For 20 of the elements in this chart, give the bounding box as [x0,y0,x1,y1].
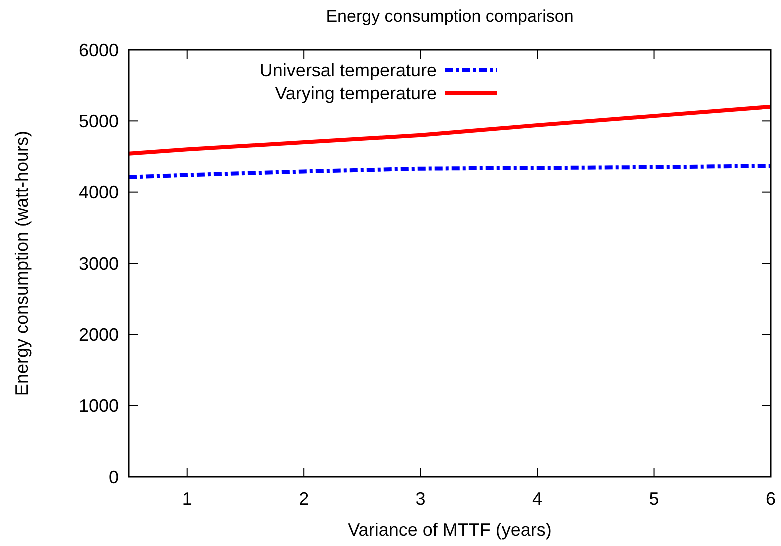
x-tick-label: 3 [416,489,426,509]
x-tick-label: 6 [766,489,776,509]
y-axis-title: Energy consumption (watt-hours) [12,130,32,396]
x-axis-title: Variance of MTTF (years) [348,520,552,540]
y-tick-label: 4000 [78,182,119,203]
x-tick-label: 1 [182,489,192,509]
y-tick-label: 3000 [78,254,119,274]
line-series [127,164,773,180]
x-tick-label: 4 [532,489,543,509]
chart-title: Energy consumption comparison [326,7,574,26]
y-tick-label: 5000 [78,111,119,132]
line-series [127,104,773,156]
y-tick-label: 1000 [78,396,119,416]
legend-label: Varying temperature [275,83,437,104]
legend-label: Universal temperature [260,60,437,80]
y-tick-label: 0 [108,467,119,488]
y-tick-label: 2000 [78,324,119,345]
x-tick-label: 2 [299,489,310,509]
y-tick-label: 6000 [78,40,119,60]
x-tick-label: 5 [649,489,660,509]
